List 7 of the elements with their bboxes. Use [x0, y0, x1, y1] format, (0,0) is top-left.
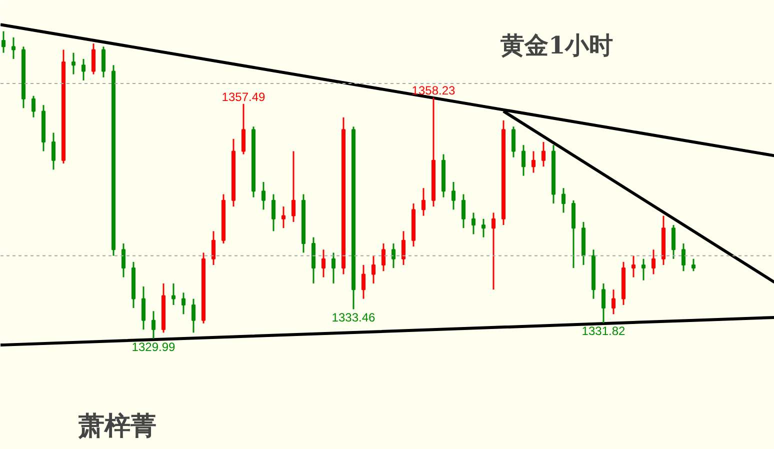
annotation: 1357.49: [222, 90, 266, 104]
chart-title: 黄金1小时: [500, 30, 614, 60]
text: 萧梓菁: [78, 412, 156, 442]
annotation: 1329.99: [132, 340, 176, 354]
annotation: 1331.82: [582, 324, 626, 338]
annotation: 1333.46: [332, 310, 376, 324]
annotation: 1358.23: [412, 84, 456, 98]
